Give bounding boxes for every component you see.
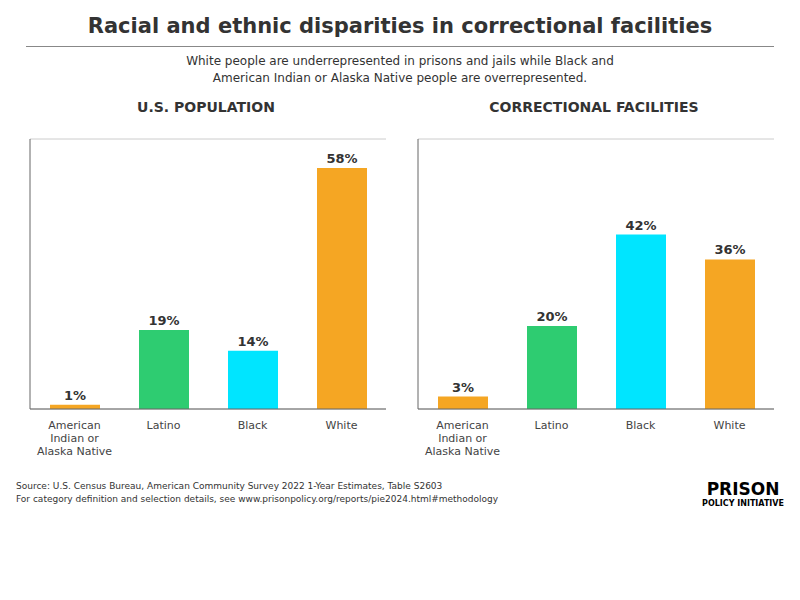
svg-text:3%: 3% [452,379,474,394]
svg-text:Latino: Latino [535,419,569,432]
svg-text:58%: 58% [326,151,357,166]
html-text:Source: U.S. Census Bureau, Am: Source: U.S. Census Bureau, American Com… [16,480,499,505]
html-text:Racial and ethnic disparities: Racial and ethnic disparities in correct… [87,14,713,38]
svg-text:Latino: Latino [147,419,181,432]
html-text:U.S. POPULATION: U.S. POPULATION [137,98,275,115]
html-text:White people are underrepresen: White people are underrepresented in pri… [186,54,614,85]
svg-text:19%: 19% [148,313,179,328]
svg-text:42%: 42% [625,217,656,232]
svg-text:Black: Black [626,419,656,432]
svg-text:Black: Black [238,419,268,432]
svg-text:1%: 1% [64,387,86,402]
html-text:PRISON: PRISON [706,478,780,499]
svg-text:White: White [714,419,746,432]
svg-text:20%: 20% [536,309,567,324]
svg-text:White: White [326,419,358,432]
html-text:POLICY INITIATIVE: POLICY INITIATIVE [702,498,784,508]
svg-text:14%: 14% [237,333,268,348]
svg-text:36%: 36% [714,242,745,257]
svg-text:AmericanIndian orAlaska Native: AmericanIndian orAlaska Native [425,419,500,458]
html-text:CORRECTIONAL FACILITIES: CORRECTIONAL FACILITIES [489,98,699,115]
svg-text:AmericanIndian orAlaska Native: AmericanIndian orAlaska Native [37,419,112,458]
